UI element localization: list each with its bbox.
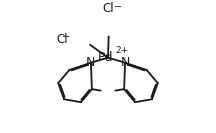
Text: −: − <box>114 2 122 12</box>
Text: −: − <box>62 32 71 42</box>
Text: Pd: Pd <box>98 51 113 64</box>
Text: N: N <box>86 56 96 69</box>
Text: N: N <box>120 56 130 69</box>
Text: Cl: Cl <box>103 2 114 15</box>
Text: 2+: 2+ <box>115 46 128 55</box>
Text: Cl: Cl <box>56 33 68 46</box>
